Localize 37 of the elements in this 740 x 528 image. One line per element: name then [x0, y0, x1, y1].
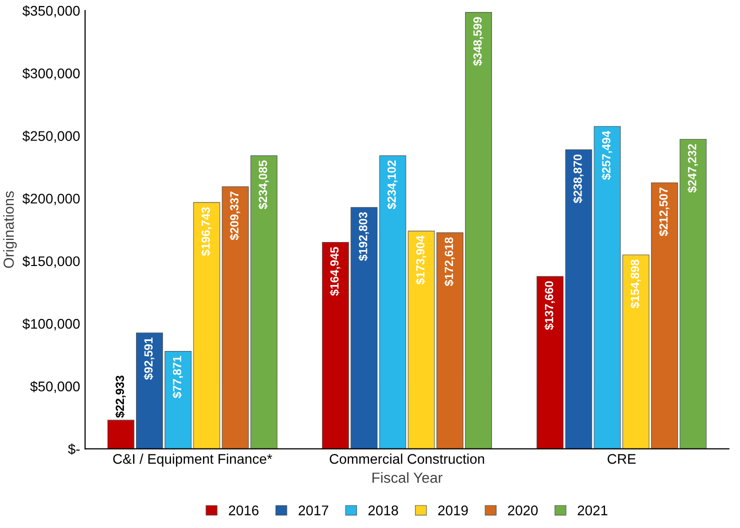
data-label: $212,507 — [658, 188, 670, 236]
y-tick-label: $350,000 — [22, 5, 80, 18]
x-axis-title: Fiscal Year — [372, 472, 442, 483]
data-label: $22,933 — [115, 376, 126, 418]
y-tick-label: $250,000 — [22, 130, 80, 143]
data-label: $238,870 — [572, 154, 584, 204]
y-tick-label: $50,000 — [30, 380, 80, 394]
data-label: $234,085 — [258, 160, 269, 210]
legend-label: 2018 — [368, 505, 398, 516]
y-tick-label: $300,000 — [22, 68, 80, 80]
data-label: $196,743 — [201, 207, 212, 256]
data-label: $77,871 — [172, 356, 183, 398]
data-label: $173,904 — [416, 235, 426, 285]
legend-label: 2019 — [438, 505, 468, 516]
data-label: $172,618 — [444, 237, 455, 286]
x-tick-label: Commercial Construction — [330, 454, 484, 464]
data-label: $247,232 — [687, 144, 698, 193]
data-label: $234,102 — [386, 160, 398, 210]
data-label: $257,494 — [602, 130, 612, 180]
y-tick-label: $150,000 — [22, 256, 80, 268]
data-label: $137,660 — [544, 281, 555, 330]
legend-label: 2020 — [508, 505, 538, 516]
y-tick-label: $100,000 — [22, 318, 80, 330]
data-label: $92,591 — [144, 338, 154, 380]
legend-label: 2017 — [298, 505, 328, 516]
y-tick-label: $- — [68, 444, 80, 455]
x-tick-label: CRE — [608, 454, 636, 464]
data-label: $348,599 — [472, 17, 484, 66]
data-label: $192,803 — [358, 212, 369, 261]
x-tick-label: C&I / Equipment Finance* — [113, 454, 272, 467]
data-label: $209,337 — [230, 192, 240, 240]
data-label: $164,945 — [330, 246, 340, 296]
y-axis-title: Originations — [3, 191, 17, 268]
y-tick-label: $200,000 — [22, 193, 80, 206]
legend-label: 2021 — [578, 505, 608, 516]
data-label: $154,898 — [630, 260, 641, 308]
legend-label: 2016 — [228, 505, 258, 516]
